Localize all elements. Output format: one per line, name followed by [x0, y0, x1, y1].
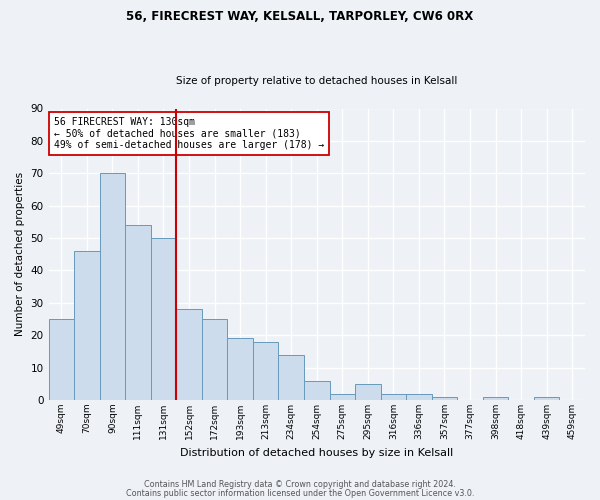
Bar — [304, 380, 329, 400]
Text: Contains HM Land Registry data © Crown copyright and database right 2024.: Contains HM Land Registry data © Crown c… — [144, 480, 456, 489]
Bar — [483, 397, 508, 400]
X-axis label: Distribution of detached houses by size in Kelsall: Distribution of detached houses by size … — [180, 448, 454, 458]
Bar — [253, 342, 278, 400]
Bar — [49, 319, 74, 400]
Bar — [227, 338, 253, 400]
Bar — [125, 225, 151, 400]
Bar — [355, 384, 380, 400]
Bar — [329, 394, 355, 400]
Bar — [202, 319, 227, 400]
Title: Size of property relative to detached houses in Kelsall: Size of property relative to detached ho… — [176, 76, 457, 86]
Y-axis label: Number of detached properties: Number of detached properties — [15, 172, 25, 336]
Text: 56 FIRECREST WAY: 130sqm
← 50% of detached houses are smaller (183)
49% of semi-: 56 FIRECREST WAY: 130sqm ← 50% of detach… — [54, 117, 324, 150]
Text: 56, FIRECREST WAY, KELSALL, TARPORLEY, CW6 0RX: 56, FIRECREST WAY, KELSALL, TARPORLEY, C… — [127, 10, 473, 23]
Bar — [432, 397, 457, 400]
Text: Contains public sector information licensed under the Open Government Licence v3: Contains public sector information licen… — [126, 489, 474, 498]
Bar — [278, 354, 304, 400]
Bar — [100, 174, 125, 400]
Bar — [176, 310, 202, 400]
Bar — [74, 251, 100, 400]
Bar — [151, 238, 176, 400]
Bar — [380, 394, 406, 400]
Bar — [534, 397, 559, 400]
Bar — [406, 394, 432, 400]
